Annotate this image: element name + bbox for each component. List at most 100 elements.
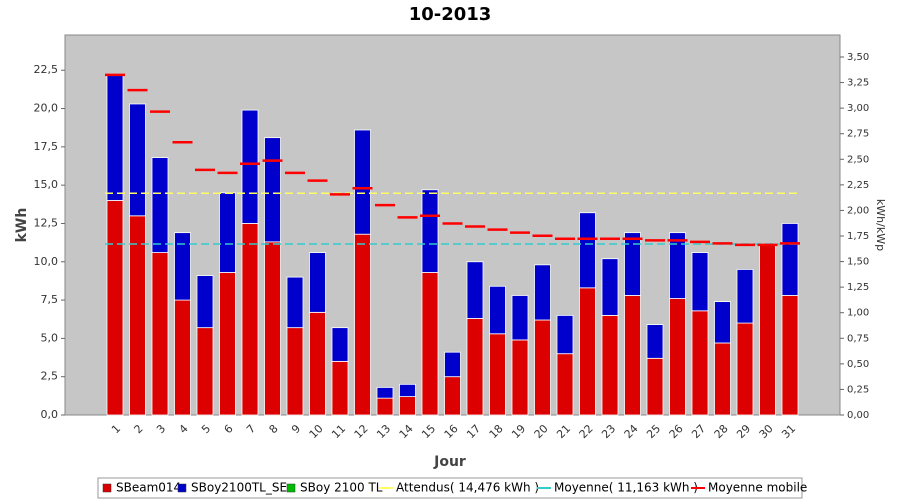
legend-label: SBoy 2100 TL [300,481,383,495]
x-tick-label: 2 [132,422,146,436]
legend-swatch [286,483,296,493]
y2-tick-label: 2,50 [847,154,869,165]
x-tick-label: 1 [109,422,123,436]
y-tick-label: 7,5 [41,293,59,306]
bar-segment [601,315,619,416]
bar-segment [511,295,529,341]
bar-segment [489,285,506,335]
x-tick-label: 19 [509,422,528,441]
bar-segment [691,310,709,416]
legend-label: Attendus( 14,476 kWh ) [396,481,539,495]
legend [97,477,803,499]
bar-segment [534,319,551,416]
plot-area [64,34,841,416]
bar-segment [444,351,461,378]
y-tick-label: 15,0 [34,178,59,191]
x-tick-label: 23 [599,422,618,441]
y2-tick-label: 0,50 [847,359,869,370]
x-tick-label: 13 [374,422,393,441]
bar-segment [759,244,776,416]
x-tick-label: 16 [442,422,461,441]
bar-segment [354,129,371,235]
bar-segment [331,360,349,416]
bar-segment [736,269,754,324]
x-tick-label: 21 [554,422,573,441]
y-tick-label: 12,5 [34,216,59,229]
bar-segment [714,301,731,344]
bar-segment [646,357,664,416]
y-tick-label: 17,5 [34,140,59,153]
bar-segment [669,232,686,299]
x-tick-label: 9 [289,422,303,436]
y2-tick-label: 1,50 [847,257,869,268]
bar-segment [174,232,191,301]
y-tick-label: 0,0 [41,408,59,421]
y2-tick-label: 2,75 [847,129,869,140]
bar-segment [466,318,484,416]
y-tick-label: 5,0 [41,331,59,344]
x-tick-label: 8 [267,422,281,436]
bar-segment [624,295,641,416]
x-tick-label: 7 [244,422,258,436]
x-tick-label: 17 [464,422,483,441]
x-tick-label: 27 [689,422,708,441]
legend-label: SBoy2100TL_SE [191,481,287,495]
y2-tick-label: 0,25 [847,384,869,395]
y-tick-label: 22,5 [34,63,59,76]
x-tick-label: 28 [712,422,731,441]
y2-axis-title: kWh/kWp [874,199,887,251]
bar-segment [219,272,236,416]
bar-segment [421,272,439,416]
bar-segment [736,322,754,416]
bar-segment [376,397,394,416]
bar-segment [579,212,596,289]
x-tick-label: 12 [352,422,371,441]
bar-segment [219,192,236,273]
y2-tick-label: 0,00 [847,410,869,421]
bar-segment [241,109,259,224]
bar-segment [286,276,304,329]
y-axis-title: kWh [14,208,30,243]
x-tick-label: 4 [177,422,191,436]
legend-label: SBeam014 [116,481,181,495]
bar-segment [714,342,731,416]
x-tick-label: 14 [397,422,416,441]
x-tick-label: 29 [734,422,753,441]
bar-segment [669,298,686,416]
bar-segment [309,311,326,416]
bar-segment [286,327,304,416]
x-tick-label: 15 [419,422,438,441]
legend-swatch [177,483,187,493]
x-axis-title: Jour [433,454,466,470]
bar-segment [781,223,799,296]
bar-segment [646,324,664,359]
bar-segment [691,252,709,312]
x-tick-label: 31 [779,422,798,441]
x-tick-label: 26 [667,422,686,441]
y2-tick-label: 1,00 [847,308,869,319]
bar-segment [106,200,124,416]
bar-segment [309,252,326,313]
bar-segment [129,103,146,217]
bar-segment [354,233,371,416]
bar-segment [556,353,574,416]
y2-tick-label: 3,50 [847,52,869,63]
bar-segment [624,232,641,296]
x-tick-label: 25 [644,422,663,441]
bar-segment [241,223,259,416]
y2-tick-label: 3,25 [847,78,869,89]
x-tick-label: 10 [307,422,326,441]
legend-label: Moyenne mobile [708,481,807,495]
bar-segment [511,339,529,416]
bar-segment [196,275,214,329]
x-tick-label: 18 [487,422,506,441]
bar-segment [151,157,169,253]
bar-segment [489,333,506,416]
y2-tick-label: 3,00 [847,103,869,114]
y-tick-label: 20,0 [34,102,59,115]
bar-segment [534,264,551,321]
legend-label: Moyenne( 11,163 kWh ) [554,481,698,495]
bar-segment [196,327,214,416]
bar-segment [781,295,799,416]
